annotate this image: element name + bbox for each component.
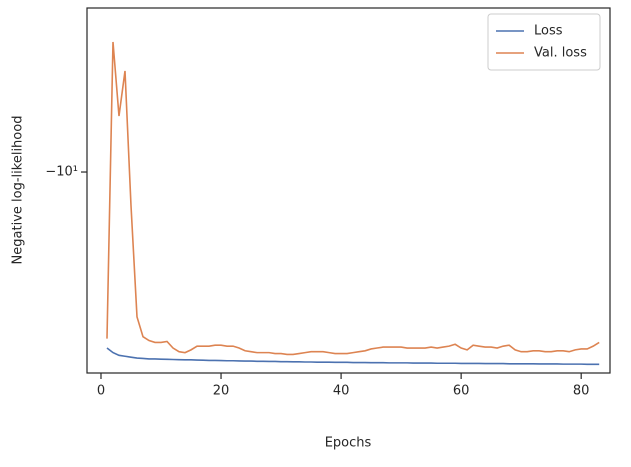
legend-label: Loss [534, 24, 563, 39]
line-series [106, 347, 600, 366]
plot-frame [86, 7, 611, 374]
x-tick-label: 40 [333, 384, 350, 399]
legend-label: Val. loss [534, 46, 587, 61]
legend-box [487, 13, 601, 71]
x-tick-label: 20 [213, 384, 230, 399]
x-tick-label: 60 [453, 384, 470, 399]
y-tick-label: −10¹ [45, 165, 78, 180]
x-tick-label: 0 [97, 384, 105, 399]
line-series [106, 41, 600, 356]
x-axis-label: Epochs [325, 436, 372, 451]
y-axis-label: Negative log-likelihood [11, 116, 26, 265]
x-tick-label: 80 [573, 384, 590, 399]
